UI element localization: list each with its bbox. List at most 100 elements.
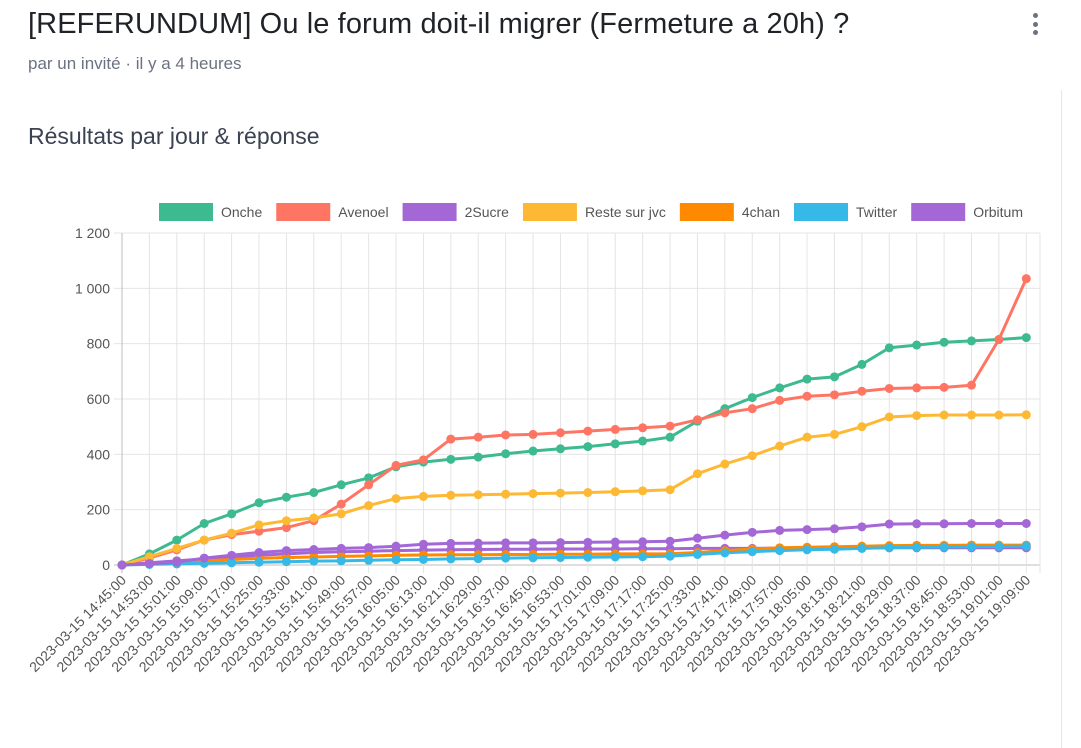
data-point (254, 526, 264, 536)
data-point (610, 552, 620, 562)
data-point (555, 488, 565, 498)
legend-swatch (793, 203, 848, 221)
data-point (692, 469, 702, 479)
legend-label: Avenoel (338, 204, 388, 220)
data-point (473, 538, 483, 548)
data-point (994, 541, 1004, 551)
data-point (501, 430, 511, 440)
y-tick-label: 1 200 (75, 225, 110, 241)
data-point (555, 553, 565, 563)
data-point (281, 546, 291, 556)
data-point (281, 557, 291, 567)
data-point (939, 337, 949, 347)
data-point (939, 519, 949, 529)
data-point (610, 537, 620, 547)
menu-dot (1032, 30, 1038, 35)
data-point (446, 434, 456, 444)
data-point (528, 446, 538, 456)
data-point (364, 543, 374, 553)
data-point (473, 490, 483, 500)
legend-swatch (679, 203, 734, 221)
data-point (227, 509, 237, 519)
data-point (1021, 541, 1031, 551)
data-point (227, 550, 237, 560)
data-point (583, 552, 593, 562)
data-point (144, 552, 154, 562)
data-point (857, 386, 867, 396)
legend-swatch (276, 203, 331, 221)
data-point (747, 404, 757, 414)
y-tick-label: 600 (87, 391, 111, 407)
data-point (720, 548, 730, 558)
data-point (446, 538, 456, 548)
data-point (829, 372, 839, 382)
data-point (336, 556, 346, 566)
data-point (610, 439, 620, 449)
data-point (254, 548, 264, 558)
data-point (638, 436, 648, 446)
data-point (720, 459, 730, 469)
data-point (802, 525, 812, 535)
data-point (665, 432, 675, 442)
data-point (1021, 519, 1031, 528)
data-point (418, 491, 428, 501)
data-point (583, 442, 593, 452)
data-point (501, 538, 511, 548)
data-point (638, 552, 648, 562)
data-point (665, 485, 675, 495)
data-point (775, 383, 785, 393)
data-point (884, 383, 894, 393)
data-point (309, 556, 319, 566)
legend-label: Reste sur jvc (585, 204, 666, 220)
data-point (939, 382, 949, 392)
series-line (121, 522, 1027, 567)
data-point (583, 488, 593, 498)
menu-dot (1032, 21, 1038, 27)
data-point (364, 480, 374, 490)
data-point (336, 480, 346, 490)
legend-swatch (522, 203, 577, 221)
data-point (884, 343, 894, 353)
data-point (254, 557, 264, 567)
panel-divider (1061, 90, 1062, 748)
data-point (829, 524, 839, 534)
legend-label: Onche (221, 204, 262, 220)
data-point (391, 555, 401, 565)
data-point (692, 415, 702, 425)
data-point (966, 542, 976, 552)
data-point (912, 411, 922, 421)
data-point (391, 494, 401, 504)
data-point (665, 551, 675, 561)
y-tick-label: 800 (87, 336, 111, 352)
data-point (829, 429, 839, 439)
legend-swatch (402, 203, 457, 221)
data-point (747, 527, 757, 537)
data-point (281, 492, 291, 502)
data-point (364, 501, 374, 511)
data-point (528, 429, 538, 439)
data-point (473, 452, 483, 462)
data-point (528, 553, 538, 563)
data-point (994, 410, 1004, 420)
legend-label: Orbitum (973, 204, 1023, 220)
data-point (747, 451, 757, 461)
vertical-ellipsis-icon[interactable] (1024, 10, 1046, 38)
data-point (775, 441, 785, 451)
data-point (857, 422, 867, 432)
data-point (418, 554, 428, 564)
data-point (939, 542, 949, 552)
post-title: [REFERUNDUM] Ou le forum doit-il migrer … (28, 8, 850, 40)
data-point (501, 449, 511, 459)
data-point (555, 444, 565, 454)
data-point (857, 359, 867, 369)
legend-swatch (911, 203, 966, 221)
data-point (775, 525, 785, 535)
data-point (172, 543, 182, 553)
data-point (1021, 410, 1031, 420)
data-point (528, 489, 538, 499)
data-point (117, 560, 127, 570)
data-point (802, 545, 812, 555)
data-point (172, 535, 182, 545)
